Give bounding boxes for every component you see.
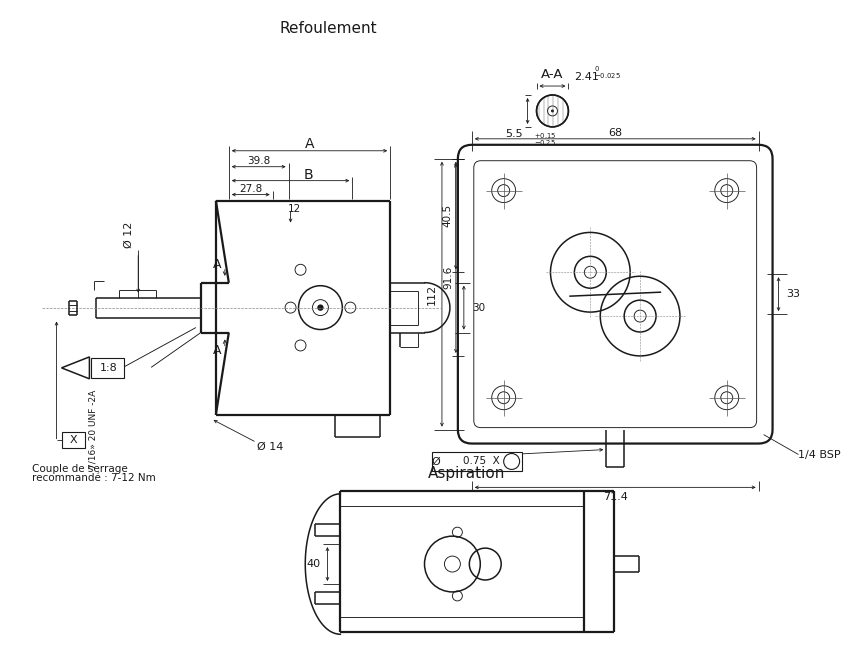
Text: 7/16» 20 UNF -2A: 7/16» 20 UNF -2A: [89, 390, 98, 469]
Text: Ø 8: Ø 8: [435, 454, 454, 464]
Text: 5.5: 5.5: [504, 129, 522, 139]
Text: 71.4: 71.4: [602, 492, 627, 502]
Text: 91.6: 91.6: [442, 265, 452, 289]
Text: X: X: [70, 435, 78, 445]
Circle shape: [550, 109, 553, 113]
Text: Ø: Ø: [431, 456, 440, 466]
Text: B: B: [303, 168, 313, 182]
Text: 1/4 BSP: 1/4 BSP: [797, 450, 840, 460]
Text: A: A: [304, 137, 314, 151]
Text: A: A: [212, 344, 221, 357]
Text: Refoulement: Refoulement: [279, 21, 377, 36]
Text: 27.8: 27.8: [239, 184, 262, 194]
Text: $^{0}_{-0.025}$: $^{0}_{-0.025}$: [594, 64, 620, 81]
Bar: [91, 358, 124, 378]
Bar: [61, 431, 85, 448]
Text: Aspiration: Aspiration: [428, 466, 505, 482]
Text: 1:8: 1:8: [100, 363, 117, 373]
Text: Ø 14: Ø 14: [256, 442, 283, 452]
Text: 40.5: 40.5: [442, 204, 452, 227]
Text: A-A: A-A: [540, 68, 563, 80]
Text: 33: 33: [786, 289, 799, 299]
Text: $^{+0.15}_{-0.25}$: $^{+0.15}_{-0.25}$: [533, 131, 556, 147]
Text: 112: 112: [427, 283, 436, 305]
Text: 40: 40: [306, 559, 320, 569]
Text: 39.8: 39.8: [247, 155, 270, 165]
Text: Couple de serrage: Couple de serrage: [32, 464, 127, 474]
Text: A: A: [212, 259, 221, 271]
Text: 0.75  X: 0.75 X: [463, 456, 499, 466]
Text: 2.41: 2.41: [573, 72, 599, 82]
Bar: [431, 452, 521, 472]
Text: Ø 12: Ø 12: [124, 222, 134, 248]
Text: recommandé : 7-12 Nm: recommandé : 7-12 Nm: [32, 474, 155, 484]
Circle shape: [318, 305, 323, 310]
Text: 68: 68: [607, 128, 622, 138]
Text: 30: 30: [471, 303, 485, 313]
Text: 12: 12: [287, 204, 301, 214]
